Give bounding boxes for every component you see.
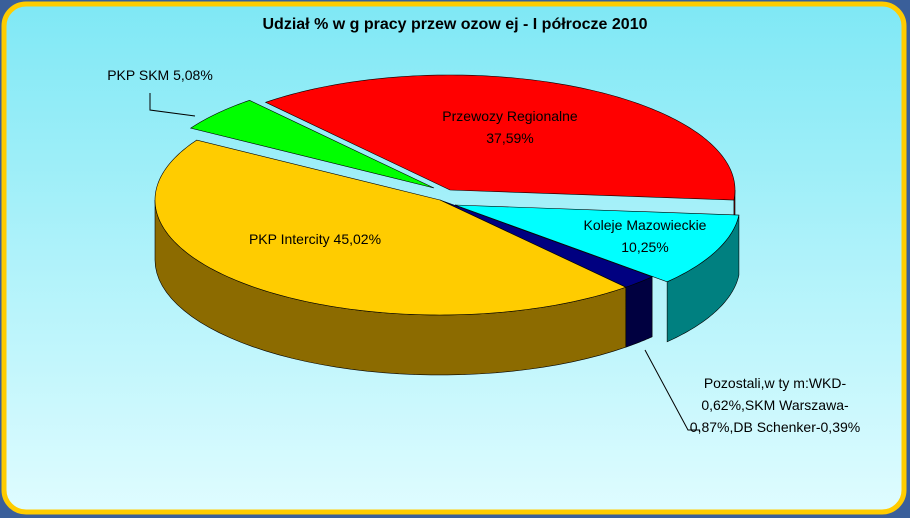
leader-line (149, 93, 196, 117)
category-label: Koleje Mazowieckie (583, 217, 707, 233)
slice-label: PKP SKM 5,08% (60, 64, 260, 86)
category-label: PKP SKM (107, 67, 170, 83)
slice-label: Pozostali,w ty m:WKD-0,62%,SKM Warszawa-… (680, 372, 870, 438)
leader-line (644, 349, 700, 431)
value-label: 5,08% (173, 67, 213, 83)
category-label: Pozostali,w ty m:WKD-0,62%,SKM Warszawa-… (689, 375, 861, 435)
value-label: 10,25% (621, 239, 669, 255)
slice-label: Przewozy Regionalne 37,59% (420, 105, 600, 149)
category-label: Przewozy Regionalne (442, 108, 578, 124)
slice (439, 199, 653, 288)
slice (264, 74, 736, 201)
category-label: PKP Intercity (248, 231, 330, 247)
slice (189, 100, 435, 189)
value-label: 45,02% (333, 231, 382, 247)
slice-label: Koleje Mazowieckie 10,25% (560, 214, 730, 258)
chart-title: Udział % w g pracy przew ozow ej - I pół… (262, 16, 648, 33)
slice (154, 139, 627, 316)
slice-side (625, 276, 653, 348)
slice-label: PKP Intercity 45,02% (230, 228, 400, 250)
slice (454, 204, 740, 283)
value-label: 37,59% (486, 130, 534, 146)
